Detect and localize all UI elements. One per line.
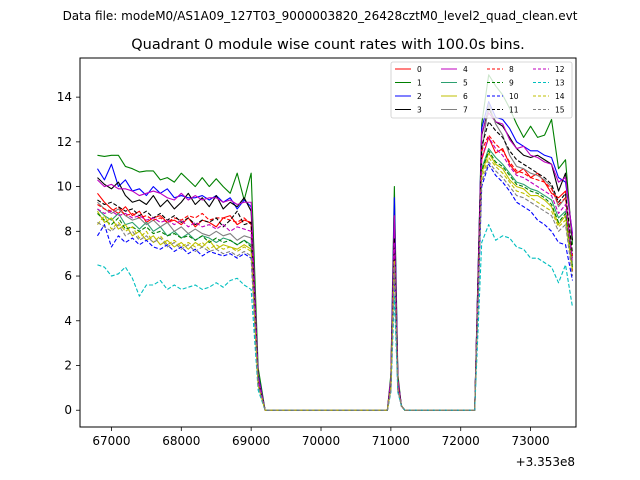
x-tick-label: 67000 [92,434,130,448]
legend-label: 10 [509,92,519,101]
series-line-14 [97,156,574,411]
y-tick-label: 12 [57,135,72,149]
series-line-9 [97,150,574,411]
legend-label: 6 [463,92,468,101]
legend-label: 8 [509,65,514,74]
figure-suptitle: Data file: modeM0/AS1A09_127T03_90000038… [63,9,578,23]
series-layer [96,74,574,411]
legend-label: 14 [555,92,565,101]
series-line-8 [97,134,574,411]
y-tick-label: 10 [57,180,72,194]
legend-label: 5 [463,79,468,88]
series-line-13 [97,224,574,411]
legend-label: 13 [555,79,565,88]
legend-label: 1 [417,79,422,88]
legend-label: 4 [463,65,468,74]
y-tick-label: 4 [64,314,72,328]
legend-label: 15 [555,106,565,115]
y-tick-label: 2 [64,359,72,373]
legend-label: 3 [417,106,422,115]
legend-label: 0 [417,65,422,74]
series-line-12 [97,136,574,411]
y-tick-label: 0 [64,403,72,417]
y-tick-label: 6 [64,269,72,283]
x-offset-label: +3.353e8 [516,455,575,469]
series-line-15 [97,161,574,411]
x-tick-label: 73000 [511,434,549,448]
x-tick-label: 68000 [162,434,200,448]
chart-title: Quadrant 0 module wise count rates with … [131,37,525,53]
series-line-10 [96,163,574,411]
y-tick-label: 8 [64,224,72,238]
series-line-1 [97,74,574,411]
legend-label: 9 [509,79,514,88]
legend-label: 2 [417,92,422,101]
legend-box [390,61,573,119]
plot-frame [79,57,577,428]
x-axis: 67000 68000 69000 70000 71000 72000 73000 [92,427,550,448]
x-tick-label: 70000 [302,434,340,448]
legend-label: 11 [509,106,519,115]
x-tick-label: 72000 [442,434,480,448]
x-tick-label: 71000 [372,434,410,448]
y-tick-label: 14 [57,90,72,104]
x-tick-label: 69000 [232,434,270,448]
legend-label: 7 [463,106,468,115]
legend-label: 12 [555,65,565,74]
y-axis: 0 2 4 6 8 10 12 14 [57,90,80,417]
